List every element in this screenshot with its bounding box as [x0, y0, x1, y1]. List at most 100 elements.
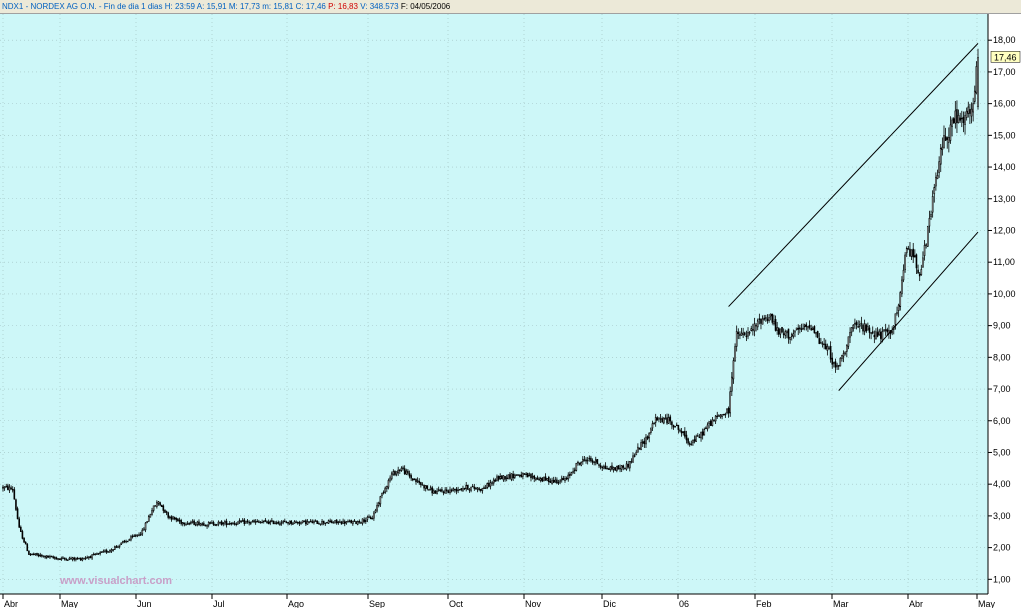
candle-body — [83, 558, 85, 560]
candle-body — [638, 447, 641, 450]
y-tick-label: 6,00 — [993, 416, 1011, 426]
candle-body — [141, 529, 144, 535]
candle-body — [834, 361, 837, 368]
candle-body — [948, 136, 950, 143]
candle-body — [905, 247, 908, 254]
candle-body — [259, 521, 262, 524]
candle-body — [718, 415, 720, 417]
candle-body — [956, 109, 958, 124]
candle-body — [522, 472, 524, 477]
candle-body — [115, 546, 118, 548]
candle-body — [782, 333, 785, 335]
candle-body — [873, 334, 876, 338]
candle-body — [63, 557, 66, 560]
candle-body — [489, 482, 492, 487]
candle-body — [823, 343, 825, 346]
candle-body — [518, 474, 521, 477]
candle-body — [89, 556, 92, 558]
v-value: 348.573 — [369, 2, 399, 11]
candle-body — [883, 329, 885, 332]
candle-body — [507, 474, 510, 480]
y-axis-panel[interactable] — [988, 14, 1021, 608]
candle-body — [149, 513, 152, 518]
candle-body — [400, 467, 403, 471]
candle-body — [326, 521, 328, 524]
candle-body — [212, 522, 215, 526]
candle-body — [199, 523, 202, 527]
x-tick-label: Mar — [833, 599, 849, 608]
candle-body — [204, 524, 207, 527]
candle-body — [533, 475, 536, 479]
candle-body — [604, 465, 607, 470]
candle-body — [541, 478, 544, 482]
candle-body — [476, 487, 479, 490]
candle-body — [2, 486, 4, 489]
candle-body — [807, 326, 809, 329]
candle-body — [795, 327, 798, 330]
candle-body — [674, 426, 676, 428]
candle-body — [598, 464, 600, 466]
candle-body — [156, 502, 158, 507]
candle-body — [790, 334, 793, 337]
y-tick-label: 14,00 — [993, 162, 1016, 172]
candle-body — [454, 488, 456, 491]
p-label: P: — [328, 2, 336, 11]
candle-body — [207, 522, 210, 526]
x-tick-label: Ago — [288, 599, 304, 608]
candle-body — [280, 522, 283, 524]
candle-body — [175, 518, 178, 521]
candle-body — [880, 331, 882, 339]
trendline[interactable] — [728, 43, 979, 307]
candle-body — [525, 473, 527, 476]
candle-body — [75, 557, 77, 561]
last-price-label: 17,46 — [994, 52, 1017, 62]
candle-body — [92, 553, 95, 556]
candle-body — [912, 248, 915, 258]
candle-body — [750, 328, 753, 332]
x-axis-panel[interactable] — [0, 594, 988, 608]
candle-body — [416, 480, 419, 482]
candle-body — [237, 521, 239, 525]
candle-body — [288, 520, 291, 524]
candle-body — [279, 523, 281, 525]
candle-body — [138, 534, 140, 536]
candle-body — [313, 521, 315, 524]
candle-body — [875, 331, 877, 339]
candle-body — [776, 327, 778, 331]
candle-body — [556, 479, 558, 484]
candle-body — [136, 534, 139, 536]
price-chart[interactable]: 1,00 2,00 3,00 4,00 5,00 6,00 7,00 8,00 9,00 10,0… — [0, 14, 1021, 608]
candle-body — [641, 441, 644, 444]
candle-body — [18, 518, 20, 528]
candle-body — [225, 520, 228, 526]
candle-body — [411, 478, 414, 481]
candle-body — [922, 257, 924, 268]
candle-body — [368, 516, 370, 518]
candle-body — [415, 478, 417, 483]
x-tick-label: Nov — [525, 599, 542, 608]
candle-body — [256, 520, 259, 523]
candle-body — [444, 489, 446, 494]
candle-body — [135, 535, 137, 537]
candle-body — [94, 553, 97, 555]
candle-body — [243, 519, 246, 525]
candle-body — [936, 175, 939, 180]
y-tick-label: 10,00 — [993, 289, 1016, 299]
candle-body — [891, 330, 893, 334]
candle-body — [24, 541, 27, 545]
candle-body — [739, 334, 741, 336]
candle-body — [755, 324, 757, 327]
candle-body — [439, 489, 442, 492]
candle-body — [904, 254, 906, 270]
candle-body — [296, 521, 299, 524]
candle-body — [452, 488, 455, 491]
candle-body — [567, 474, 570, 480]
candle-body — [847, 336, 850, 347]
trendline[interactable] — [838, 231, 979, 391]
candle-body — [246, 520, 249, 523]
candle-body — [165, 511, 168, 513]
candle-body — [928, 217, 931, 227]
a-label: A: — [196, 2, 205, 11]
candle-body — [863, 323, 866, 332]
plot-area[interactable] — [0, 14, 988, 594]
